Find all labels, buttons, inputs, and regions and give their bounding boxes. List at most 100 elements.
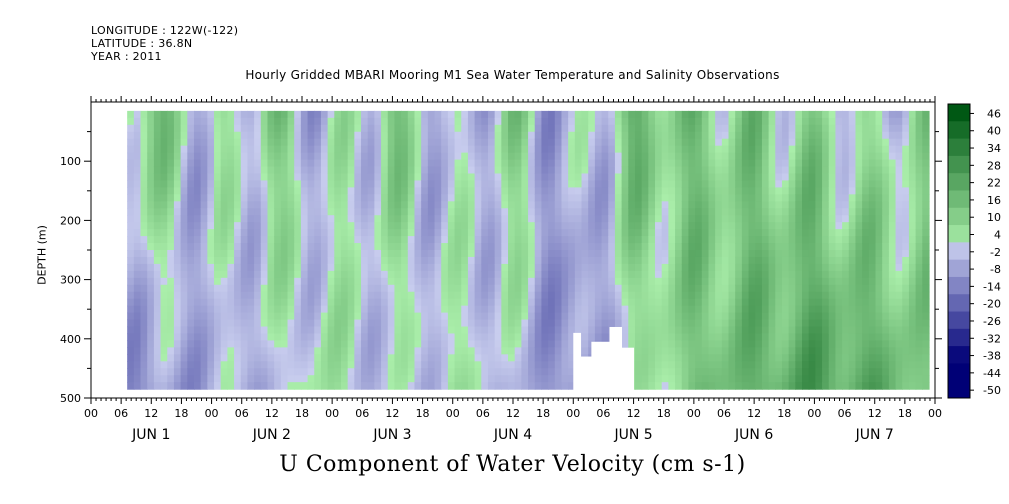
heatmap-cell (227, 298, 235, 307)
heatmap-cell (588, 187, 596, 195)
heatmap-cell (227, 340, 235, 348)
heatmap-cell (895, 194, 903, 202)
heatmap-cell (414, 250, 422, 258)
heatmap-cell (361, 284, 369, 293)
heatmap-cell (447, 382, 456, 390)
heatmap-cell (427, 145, 436, 154)
heatmap-cell (695, 124, 703, 133)
heatmap-cell (381, 138, 389, 147)
heatmap-cell (915, 361, 923, 369)
heatmap-cell (534, 159, 543, 168)
heatmap-cell (374, 236, 382, 244)
heatmap-cell (882, 110, 890, 119)
heatmap-cell (735, 256, 743, 265)
heatmap-cell (334, 208, 342, 216)
heatmap-cell (487, 319, 496, 328)
heatmap-cell (347, 180, 355, 188)
heatmap-cell (367, 173, 375, 182)
heatmap-cell (180, 256, 188, 265)
heatmap-cell (888, 180, 897, 188)
heatmap-cell (882, 256, 890, 265)
heatmap-cell (361, 368, 369, 376)
heatmap-cell (434, 243, 442, 251)
heatmap-cell (487, 256, 496, 265)
heatmap-cell (788, 124, 796, 133)
heatmap-cell (628, 124, 636, 133)
heatmap-cell (648, 291, 656, 300)
heatmap-cell (367, 326, 375, 335)
heatmap-cell (334, 277, 342, 286)
heatmap-cell (314, 340, 322, 348)
heatmap-cell (501, 243, 509, 251)
heatmap-cell (888, 305, 897, 314)
heatmap-cell (340, 305, 349, 314)
heatmap-cell (721, 256, 730, 265)
heatmap-cell (681, 145, 690, 154)
heatmap-cell (307, 375, 315, 383)
heatmap-cell (561, 361, 569, 369)
heatmap-cell (688, 131, 696, 140)
heatmap-cell (340, 347, 349, 355)
heatmap-cell (407, 298, 416, 307)
heatmap-cell (655, 361, 663, 369)
heatmap-cell (180, 291, 188, 300)
heatmap-cell (374, 298, 382, 307)
heatmap-cell (287, 340, 295, 348)
heatmap-cell (274, 382, 282, 390)
heatmap-cell (688, 236, 696, 244)
heatmap-cell (401, 187, 409, 195)
heatmap-cell (528, 312, 536, 321)
heatmap-cell (768, 180, 776, 188)
heatmap-cell (601, 173, 609, 182)
heatmap-cell (167, 194, 175, 202)
heatmap-cell (140, 124, 148, 133)
heatmap-cell (427, 229, 436, 237)
heatmap-cell (454, 131, 462, 140)
heatmap-cell (167, 124, 175, 133)
heatmap-cell (828, 319, 837, 328)
heatmap-cell (888, 382, 897, 390)
heatmap-cell (381, 110, 389, 119)
heatmap-cell (220, 368, 228, 376)
heatmap-cell (601, 152, 609, 161)
heatmap-cell (855, 110, 863, 119)
heatmap-cell (421, 256, 429, 265)
heatmap-cell (534, 354, 543, 362)
heatmap-cell (561, 312, 569, 321)
heatmap-cell (381, 333, 389, 342)
heatmap-cell (401, 236, 409, 244)
heatmap-cell (795, 319, 803, 328)
heatmap-cell (735, 284, 743, 293)
heatmap-cell (173, 152, 182, 161)
heatmap-cell (862, 263, 870, 272)
heatmap-cell (802, 347, 810, 355)
heatmap-cell (361, 326, 369, 335)
heatmap-cell (474, 340, 482, 348)
heatmap-cell (895, 145, 903, 154)
heatmap-cell (621, 187, 629, 195)
heatmap-cell (634, 166, 643, 175)
heatmap-cell (127, 333, 135, 342)
heatmap-cell (735, 250, 743, 258)
heatmap-cell (214, 138, 222, 147)
heatmap-cell (735, 340, 743, 348)
heatmap-cell (601, 215, 609, 223)
heatmap-cell (140, 263, 148, 272)
heatmap-cell (588, 326, 596, 335)
heatmap-cell (681, 229, 690, 237)
heatmap-cell (748, 180, 756, 188)
heatmap-cell (608, 180, 616, 188)
heatmap-cell (320, 250, 329, 258)
heatmap-cell (180, 347, 188, 355)
heatmap-cell (427, 243, 436, 251)
heatmap-cell (127, 215, 135, 223)
heatmap-cell (187, 250, 195, 258)
heatmap-cell (628, 194, 636, 202)
heatmap-cell (728, 229, 736, 237)
heatmap-cell (641, 347, 649, 355)
heatmap-cell (908, 354, 917, 362)
heatmap-cell (187, 319, 195, 328)
heatmap-cell (247, 124, 255, 133)
heatmap-cell (200, 138, 208, 147)
heatmap-cell (695, 298, 703, 307)
